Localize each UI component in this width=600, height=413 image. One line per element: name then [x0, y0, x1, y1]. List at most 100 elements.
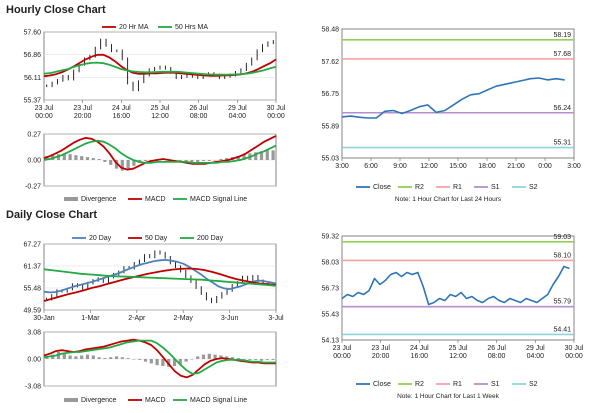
hourly-price-x-tick-label: 00:00	[267, 113, 285, 120]
daily-pivot-x-tick-label: 12:00	[449, 353, 467, 360]
daily-legend-20day-label: 20 Day	[89, 235, 112, 242]
hourly-pivot-legend-s2-label: S2	[529, 184, 538, 191]
hourly-legend-50hr-ma-label: 50 Hrs MA	[175, 24, 208, 31]
daily-divergence-bar	[74, 356, 78, 359]
hourly-price-y-tick-label: 56.86	[23, 52, 41, 59]
hourly-pivot-note: Note: 1 Hour Chart for Last 24 Hours	[395, 196, 502, 203]
daily-divergence-bar	[184, 359, 188, 362]
hourly-divergence-bar	[109, 160, 113, 165]
daily-divergence-bar	[143, 359, 148, 362]
hourly-divergence-bar	[254, 152, 258, 160]
daily-20day-ma-line	[43, 258, 277, 294]
hourly-divergence-bar	[45, 156, 49, 160]
hourly-price-y-tick-label: 56.11	[24, 75, 41, 82]
daily-divergence-bar	[213, 354, 217, 359]
hourly-divergence-bar	[91, 158, 95, 160]
daily-price-y-tick-label: 49.59	[23, 308, 41, 315]
hourly-divergence-bar	[103, 160, 107, 162]
hourly-pivot-legend-close-label: Close	[373, 184, 391, 191]
hourly-divergence-bar	[68, 154, 72, 160]
daily-pivot-legend-close-label: Close	[373, 381, 391, 388]
hourly-pivot-legend-r1-label: R1	[453, 184, 462, 191]
daily-divergence-bar	[91, 355, 95, 359]
daily-macd-y-tick-label: 0.00	[27, 357, 41, 364]
daily-pivot-legend-s2-label: S2	[529, 381, 538, 388]
hourly-divergence-bar	[62, 153, 66, 160]
daily-pivot-x-tick-label: 04:00	[527, 353, 545, 360]
daily-pivot-note: Note: 1 Hour Chart for Last 1 Week	[397, 393, 500, 400]
hourly-pivot-close-line	[341, 77, 565, 119]
daily-divergence-bar	[155, 359, 159, 366]
hourly-divergence-bar	[74, 155, 78, 160]
hourly-price-x-tick-label: 16:00	[113, 113, 131, 120]
daily-divergence-bar	[230, 357, 235, 359]
daily-pivot-legend-s1-label: S1	[491, 381, 500, 388]
hourly-divergence-bar	[225, 158, 229, 160]
hourly-divergence-bar	[97, 159, 101, 160]
hourly-legend-macd-label: MACD	[145, 196, 166, 203]
daily-price-x-tick-label: 30-Jan	[33, 315, 55, 322]
daily-legend-200day-label: 200 Day	[197, 235, 224, 242]
hourly-divergence-bar	[80, 156, 84, 160]
daily-macd-y-tick-label: -3.08	[25, 384, 41, 391]
daily-divergence-bar	[85, 354, 90, 359]
hourly-pivot-x-tick-label: 12:00	[420, 163, 438, 170]
daily-pivot-legend-r1-label: R1	[453, 381, 462, 388]
daily-divergence-bar	[196, 356, 200, 359]
hourly-divergence-bar	[265, 150, 269, 160]
hourly-divergence-bar	[271, 150, 275, 160]
daily-pivot-legend-r2-label: R2	[415, 381, 424, 388]
daily-pivot-x-tick-label: 23 Jul	[333, 345, 352, 352]
daily-pivot-s2-label: 54.41	[553, 326, 571, 333]
daily-divergence-bar	[248, 359, 252, 360]
daily-divergence-bar	[97, 357, 101, 359]
hourly-pivot-x-tick-label: 0:00	[538, 163, 552, 170]
daily-legend-macd-label: MACD	[145, 397, 166, 404]
hourly-section-title: Hourly Close Chart	[6, 4, 106, 16]
hourly-pivot-r2-label: 58.19	[553, 32, 571, 39]
daily-divergence-bar	[149, 359, 153, 364]
daily-divergence-bar	[109, 357, 113, 359]
hourly-macd-y-tick-label: -0.27	[25, 184, 41, 191]
hourly-legend-20hr-ma-label: 20 Hr MA	[119, 24, 149, 31]
daily-pivot-y-tick-label: 56.73	[321, 286, 339, 293]
daily-divergence-bar	[178, 359, 182, 365]
hourly-divergence-bar	[184, 160, 188, 162]
daily-pivot-x-tick-label: 26 Jul	[487, 345, 506, 352]
hourly-price-x-tick-label: 25 Jul	[151, 105, 170, 112]
daily-divergence-bar	[138, 359, 142, 360]
daily-pivot-x-tick-label: 16:00	[411, 353, 429, 360]
daily-price-x-tick-label: 3-Jun	[221, 315, 239, 322]
daily-50day-ma-line	[43, 267, 277, 302]
daily-divergence-bar	[62, 352, 66, 359]
hourly-price-x-tick-label: 26 Jul	[189, 105, 208, 112]
daily-price-y-tick-label: 61.37	[23, 264, 41, 271]
daily-pivot-r1-label: 58.10	[553, 252, 571, 259]
daily-legend-50day-label: 50 Day	[145, 235, 168, 242]
daily-price-x-tick-label: 3-Jul	[268, 315, 284, 322]
hourly-price-y-tick-label: 55.37	[23, 98, 41, 105]
daily-pivot-x-tick-label: 23 Jul	[371, 345, 390, 352]
hourly-divergence-bar	[132, 160, 136, 166]
hourly-legend-divergence-label: Divergence	[81, 196, 117, 203]
hourly-divergence-bar	[236, 156, 240, 160]
hourly-pivot-y-tick-label: 55.89	[321, 123, 339, 130]
hourly-macd-signal-line	[43, 139, 277, 164]
daily-pivot-x-tick-label: 24 Jul	[410, 345, 429, 352]
daily-price-plot	[43, 243, 277, 311]
daily-divergence-bar	[265, 359, 269, 360]
hourly-divergence-bar	[114, 160, 119, 169]
daily-pivot-plot	[341, 235, 575, 341]
daily-divergence-bar	[225, 356, 229, 359]
daily-divergence-bar	[242, 359, 246, 360]
hourly-pivot-x-tick-label: 9:00	[393, 163, 407, 170]
hourly-divergence-bar	[219, 159, 223, 160]
daily-legend-divergence-label: Divergence	[81, 397, 117, 404]
daily-pivot-s1-label: 55.79	[553, 299, 571, 306]
hourly-pivot-r1-label: 57.68	[553, 51, 571, 58]
hourly-divergence-bar	[196, 160, 200, 162]
daily-price-y-tick-label: 67.27	[23, 242, 41, 249]
daily-pivot-x-tick-label: 25 Jul	[449, 345, 468, 352]
hourly-price-x-tick-label: 04:00	[229, 113, 247, 120]
